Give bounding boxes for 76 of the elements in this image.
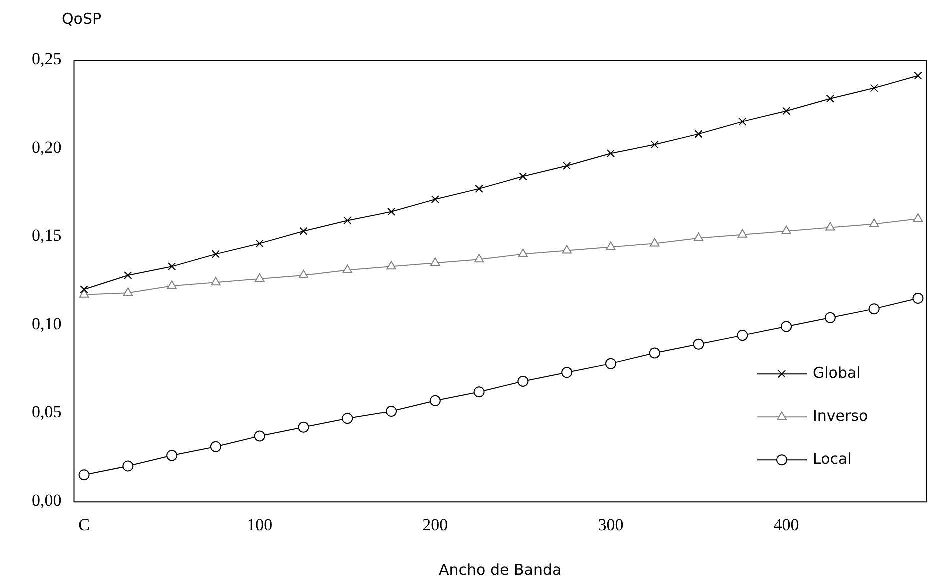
point bbox=[430, 258, 440, 266]
point bbox=[826, 94, 834, 103]
y-tick-label: 0,10 bbox=[32, 314, 62, 334]
point bbox=[870, 84, 878, 92]
point bbox=[826, 222, 836, 231]
legend-label: Local bbox=[813, 450, 852, 468]
point bbox=[914, 72, 922, 80]
x-tick-label: 100 bbox=[247, 515, 273, 534]
point bbox=[694, 232, 704, 242]
point bbox=[474, 386, 485, 398]
point bbox=[430, 395, 441, 406]
point bbox=[606, 150, 616, 158]
point bbox=[474, 254, 484, 263]
point bbox=[431, 196, 440, 204]
point bbox=[300, 227, 308, 236]
point bbox=[782, 107, 791, 116]
point bbox=[167, 280, 177, 290]
point bbox=[80, 286, 88, 294]
point bbox=[563, 162, 572, 170]
point bbox=[912, 292, 924, 304]
point bbox=[386, 261, 396, 270]
point bbox=[298, 422, 310, 433]
y-tick-label: 0,15 bbox=[32, 226, 62, 246]
y-tick-label: 0,05 bbox=[32, 402, 62, 422]
point bbox=[650, 140, 659, 149]
point bbox=[824, 312, 836, 324]
point bbox=[693, 338, 704, 350]
point bbox=[870, 218, 880, 228]
point bbox=[122, 460, 134, 472]
point bbox=[210, 441, 222, 452]
x-tick-label: 400 bbox=[774, 515, 800, 534]
point bbox=[212, 250, 220, 258]
point bbox=[606, 242, 616, 250]
point bbox=[255, 274, 265, 282]
point bbox=[782, 226, 792, 234]
point bbox=[211, 277, 221, 286]
point bbox=[781, 321, 792, 332]
point bbox=[518, 376, 529, 387]
point bbox=[562, 367, 573, 378]
point bbox=[256, 240, 264, 248]
point bbox=[387, 208, 396, 216]
point bbox=[519, 172, 528, 181]
point bbox=[738, 229, 748, 238]
point bbox=[868, 304, 880, 315]
point bbox=[475, 184, 484, 193]
point bbox=[650, 238, 660, 247]
point bbox=[342, 264, 352, 274]
y-axis-title: QoSP bbox=[62, 10, 102, 28]
point bbox=[124, 271, 132, 280]
point bbox=[166, 450, 178, 462]
point bbox=[79, 289, 90, 298]
point bbox=[254, 430, 266, 442]
x-axis-title: Ancho de Banda bbox=[439, 560, 562, 579]
legend-label: Inverso bbox=[813, 406, 868, 425]
point bbox=[605, 358, 616, 370]
point bbox=[168, 262, 176, 271]
x-tick-label: 200 bbox=[422, 515, 448, 534]
y-tick-label: 0,00 bbox=[32, 491, 62, 510]
point bbox=[913, 213, 924, 222]
point bbox=[123, 288, 134, 296]
x-tick-label: C bbox=[78, 515, 90, 534]
point bbox=[518, 248, 528, 258]
point bbox=[342, 413, 354, 424]
point bbox=[386, 406, 398, 418]
point bbox=[344, 216, 352, 225]
point bbox=[78, 470, 90, 481]
y-tick-label: 0,20 bbox=[32, 138, 62, 157]
legend-label: Global bbox=[813, 364, 861, 382]
point bbox=[649, 348, 660, 359]
point bbox=[738, 118, 747, 126]
x-tick-label: 300 bbox=[598, 515, 624, 534]
point bbox=[562, 245, 572, 254]
point bbox=[298, 270, 309, 278]
y-tick-label: 0,25 bbox=[32, 49, 62, 68]
point bbox=[694, 130, 703, 138]
point bbox=[737, 330, 748, 342]
